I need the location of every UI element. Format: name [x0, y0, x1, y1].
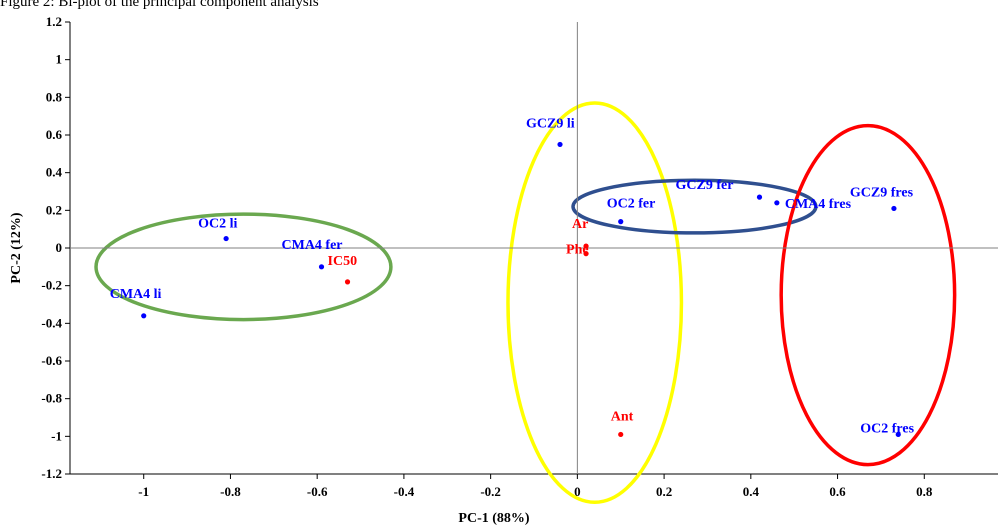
point-label: CMA4 li — [110, 287, 162, 302]
data-point — [618, 219, 624, 225]
y-tick-label: -1 — [51, 428, 62, 443]
y-tick-label: 0.6 — [46, 127, 63, 142]
data-point — [557, 141, 563, 148]
point-label: OC2 li — [198, 217, 237, 232]
y-tick-label: 0.2 — [46, 202, 62, 217]
x-tick-label: 0.6 — [829, 484, 846, 499]
data-point — [318, 264, 325, 270]
group-ellipse — [506, 101, 684, 504]
point-label: GCZ9 li — [526, 116, 575, 131]
x-tick-label: 0.4 — [743, 484, 760, 499]
y-tick-label: -0.8 — [41, 391, 62, 406]
y-tick-label: 1 — [56, 52, 63, 67]
y-tick-label: -0.6 — [41, 353, 62, 368]
figure-caption: Figure 2: Bi-plot of the principal compo… — [0, 0, 319, 10]
x-tick-label: -1 — [138, 484, 149, 499]
y-tick-label: -0.2 — [41, 278, 62, 293]
data-point — [891, 205, 897, 212]
group-ellipse — [571, 178, 818, 235]
point-label: OC2 fer — [607, 197, 656, 212]
data-point — [583, 251, 589, 257]
data-point — [344, 279, 351, 285]
point-label: Ant — [611, 409, 634, 424]
x-tick-label: -0.4 — [394, 484, 415, 499]
point-label: Ar — [572, 217, 588, 232]
group-ellipse — [94, 212, 393, 322]
x-tick-label: -0.8 — [220, 484, 241, 499]
x-tick-label: 0 — [574, 484, 581, 499]
point-label: CMA4 fres — [785, 197, 852, 212]
data-point — [141, 313, 147, 319]
point-label: GCZ9 fres — [850, 185, 914, 200]
y-tick-label: 0 — [56, 240, 63, 255]
data-point — [583, 243, 589, 249]
y-tick-label: 0.4 — [46, 165, 63, 180]
x-tick-label: 0.2 — [656, 484, 672, 499]
data-point — [756, 194, 763, 200]
group-ellipse — [779, 123, 957, 467]
data-point — [223, 235, 229, 242]
data-point — [618, 431, 624, 438]
y-tick-label: 1.2 — [46, 14, 62, 29]
point-label: IC50 — [328, 254, 358, 269]
data-point — [895, 431, 901, 438]
point-label: CMA4 fer — [282, 238, 343, 253]
x-axis-label: PC-1 (88%) — [458, 511, 529, 526]
point-label: OC2 fres — [860, 421, 914, 436]
point-label: Phe — [566, 243, 589, 258]
y-tick-label: 0.8 — [46, 89, 63, 104]
point-label: GCZ9 fer — [675, 178, 733, 193]
y-tick-label: -1.2 — [41, 466, 62, 481]
y-axis-label: PC-2 (12%) — [9, 212, 24, 283]
x-tick-label: 0.8 — [916, 484, 933, 499]
data-point — [774, 200, 780, 206]
y-tick-label: -0.4 — [41, 315, 62, 330]
x-tick-label: -0.6 — [307, 484, 328, 499]
x-tick-label: -0.2 — [480, 484, 501, 499]
